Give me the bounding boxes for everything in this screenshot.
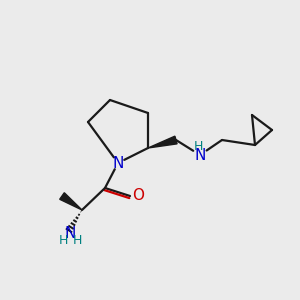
Text: H: H [72,235,82,248]
Text: O: O [132,188,144,203]
Text: H: H [193,140,203,152]
Text: H: H [58,235,68,248]
Polygon shape [148,136,177,148]
Polygon shape [60,193,82,210]
Text: N: N [112,155,124,170]
Text: N: N [194,148,206,163]
Text: N: N [64,226,76,242]
